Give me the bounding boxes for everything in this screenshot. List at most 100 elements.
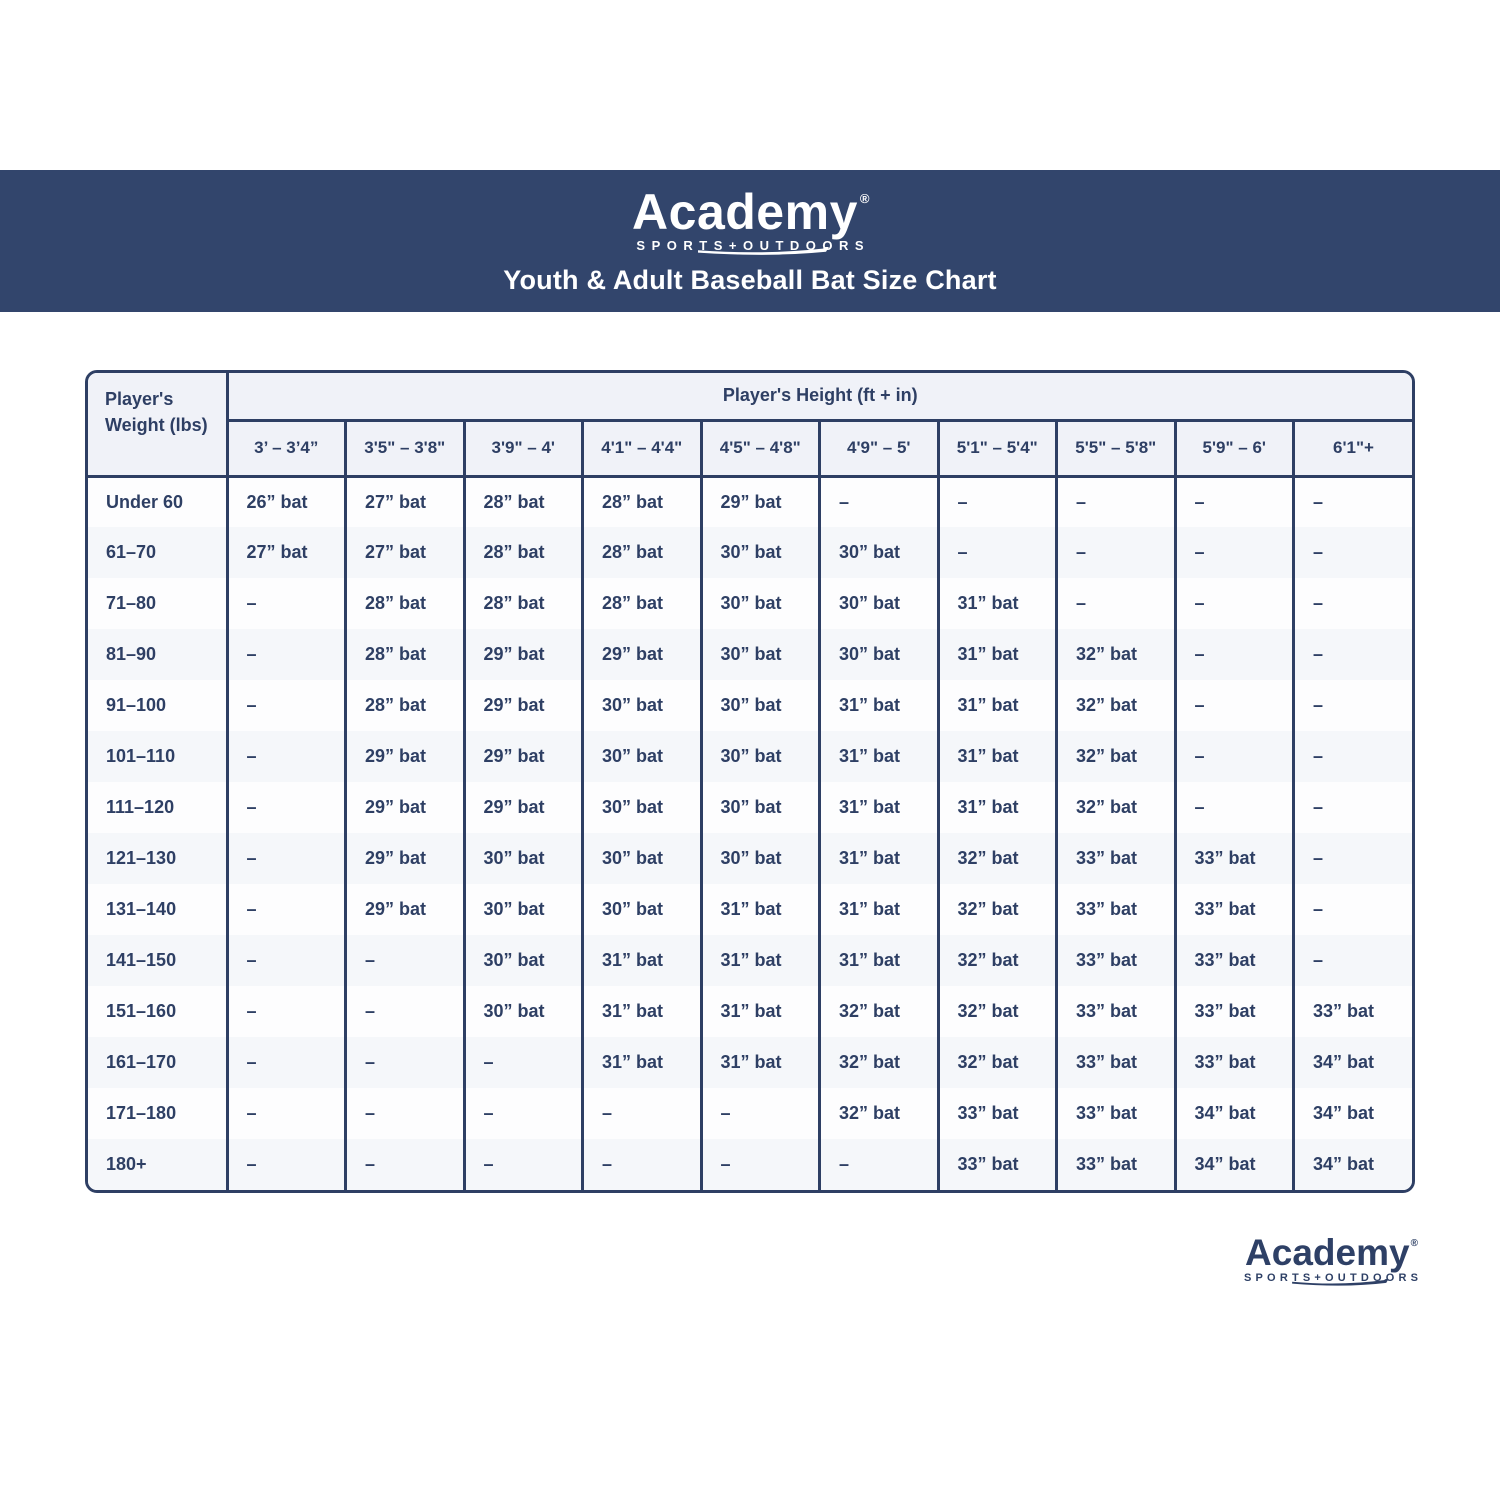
bat-size-cell: 33” bat [1056,935,1177,986]
bat-size-cell: 28” bat [582,527,703,578]
table-row: 101–110–29” bat 29” bat 30” bat 30” bat 31” … [88,731,1412,782]
bat-size-cell: – [227,1139,347,1190]
bat-size-table-grid: Player's Weight (lbs) Player's Height (f… [88,373,1412,1190]
bat-size-cell: 30” bat [464,935,584,986]
bat-size-cell: 29” bat [345,731,466,782]
bat-size-cell: 33” bat [1175,1037,1295,1088]
table-row: 180+ – – – – – –33” bat 33” bat 34” bat 34” bat [88,1139,1412,1190]
bat-size-cell: 33” bat [938,1088,1058,1139]
weight-range-cell: 171–180 [88,1088,229,1139]
table-row: 111–120–29” bat 29” bat 30” bat 30” bat 31” … [88,782,1412,833]
academy-logo: Academy ® SPORTS+OUTDOORS [0,170,1500,255]
bat-size-cell: 32” bat [1056,629,1177,680]
bat-size-cell: – [1313,593,1324,613]
bat-size-cell: 30” bat [819,578,940,629]
bat-size-cell: – [345,986,466,1037]
bat-size-cell: – [1175,680,1295,731]
bat-size-cell: – [1175,578,1295,629]
bat-size-cell: – [1313,848,1324,868]
bat-size-cell: 30” bat [701,578,821,629]
footer-academy-logo: Academy® SPORTS+OUTDOORS [1238,1234,1424,1286]
bat-size-cell: 28” bat [345,578,466,629]
bat-size-cell: – [1313,746,1324,766]
footer-logo-wordmark: Academy® [1245,1232,1418,1273]
academy-logo-subtext: SPORTS+OUTDOORS [636,238,871,253]
table-row: 81–90–28” bat 29” bat 29” bat 30” bat 30” ba… [88,629,1412,680]
bat-size-cell: 33” bat [1056,833,1177,884]
bat-size-cell: – [345,935,466,986]
bat-size-cell: 28” bat [464,476,584,527]
weight-range-cell: 111–120 [88,782,229,833]
bat-size-cell: 31” bat [819,680,940,731]
bat-size-cell: 32” bat [938,833,1058,884]
bat-size-cell: – [819,476,940,527]
bat-size-cell: 27” bat [227,527,347,578]
bat-size-cell: 30” bat [464,986,584,1037]
bat-size-cell: – [464,1139,584,1190]
bat-size-cell: 30” bat [701,782,821,833]
table-row: 161–170– – –31” bat 31” bat 32” bat 32” bat 33… [88,1037,1412,1088]
bat-size-cell: – [1313,542,1324,562]
bat-size-cell: – [1175,731,1295,782]
bat-size-cell: 29” bat [464,680,584,731]
bat-size-cell: – [701,1139,821,1190]
bat-size-cell: – [1175,782,1295,833]
bat-size-table: Player's Weight (lbs) Player's Height (f… [85,370,1415,1193]
weight-range-cell: 81–90 [88,629,229,680]
bat-size-cell: 29” bat [345,782,466,833]
bat-size-cell: – [1313,491,1324,512]
weight-range-cell: 101–110 [88,731,229,782]
bat-size-cell: – [227,935,347,986]
bat-size-cell: 29” bat [345,884,466,935]
weight-range-cell: 131–140 [88,884,229,935]
bat-size-cell: – [1056,527,1177,578]
bat-size-cell: 33” bat [1175,833,1295,884]
bat-size-cell: 32” bat [938,884,1058,935]
weight-range-cell: 161–170 [88,1037,229,1088]
bat-size-cell: – [1313,797,1324,817]
bat-size-cell: 29” bat [464,731,584,782]
bat-size-cell: 30” bat [582,782,703,833]
bat-size-cell: 32” bat [938,935,1058,986]
bat-size-cell: 30” bat [582,731,703,782]
bat-size-cell: 34” bat [1313,1103,1375,1123]
table-row: 151–160– –30” bat 31” bat 31” bat 32” bat 32”… [88,986,1412,1037]
bat-size-cell: – [464,1037,584,1088]
academy-logo-wordmark: Academy ® [632,184,870,240]
bat-size-cell: 31” bat [819,782,940,833]
bat-size-cell: 31” bat [938,629,1058,680]
bat-size-cell: 32” bat [1056,680,1177,731]
bat-size-cell: 29” bat [345,833,466,884]
bat-size-cell: – [227,1088,347,1139]
weight-range-cell: 61–70 [88,527,229,578]
bat-size-cell: 34” bat [1175,1139,1295,1190]
weight-column-header: Player's Weight (lbs) [88,373,229,478]
bat-size-cell: – [938,476,1058,527]
weight-range-cell: 180+ [88,1139,229,1190]
bat-size-cell: 33” bat [1056,986,1177,1037]
bat-size-cell: 33” bat [1056,1037,1177,1088]
bat-size-cell: 31” bat [582,986,703,1037]
table-row: 141–150– –30” bat 31” bat 31” bat 31” bat 32”… [88,935,1412,986]
weight-range-cell: 121–130 [88,833,229,884]
table-row: 131–140–29” bat 30” bat 30” bat 31” bat 31” … [88,884,1412,935]
bat-size-cell: 29” bat [582,629,703,680]
bat-size-cell: 27” bat [345,527,466,578]
bat-size-cell: 30” bat [582,833,703,884]
bat-size-cell: 31” bat [819,884,940,935]
weight-range-cell: 71–80 [88,578,229,629]
table-header-row-2: 3’ – 3’4” 3'5" – 3'8" 3'9" – 4' 4'1" – 4'4"… [88,420,1412,478]
footer-registered-trademark-icon: ® [1410,1238,1418,1249]
height-range-header: 4'9" – 5' [819,420,940,478]
bat-size-cell: 30” bat [701,731,821,782]
bat-size-cell: – [582,1088,703,1139]
bat-size-cell: 30” bat [701,833,821,884]
weight-range-cell: 141–150 [88,935,229,986]
weight-range-cell: Under 60 [88,476,229,527]
bat-size-cell: 32” bat [938,1037,1058,1088]
bat-size-cell: 31” bat [819,833,940,884]
bat-size-cell: 30” bat [819,527,940,578]
bat-size-cell: – [227,629,347,680]
bat-size-cell: 26” bat [227,476,347,527]
bat-size-cell: – [227,1037,347,1088]
